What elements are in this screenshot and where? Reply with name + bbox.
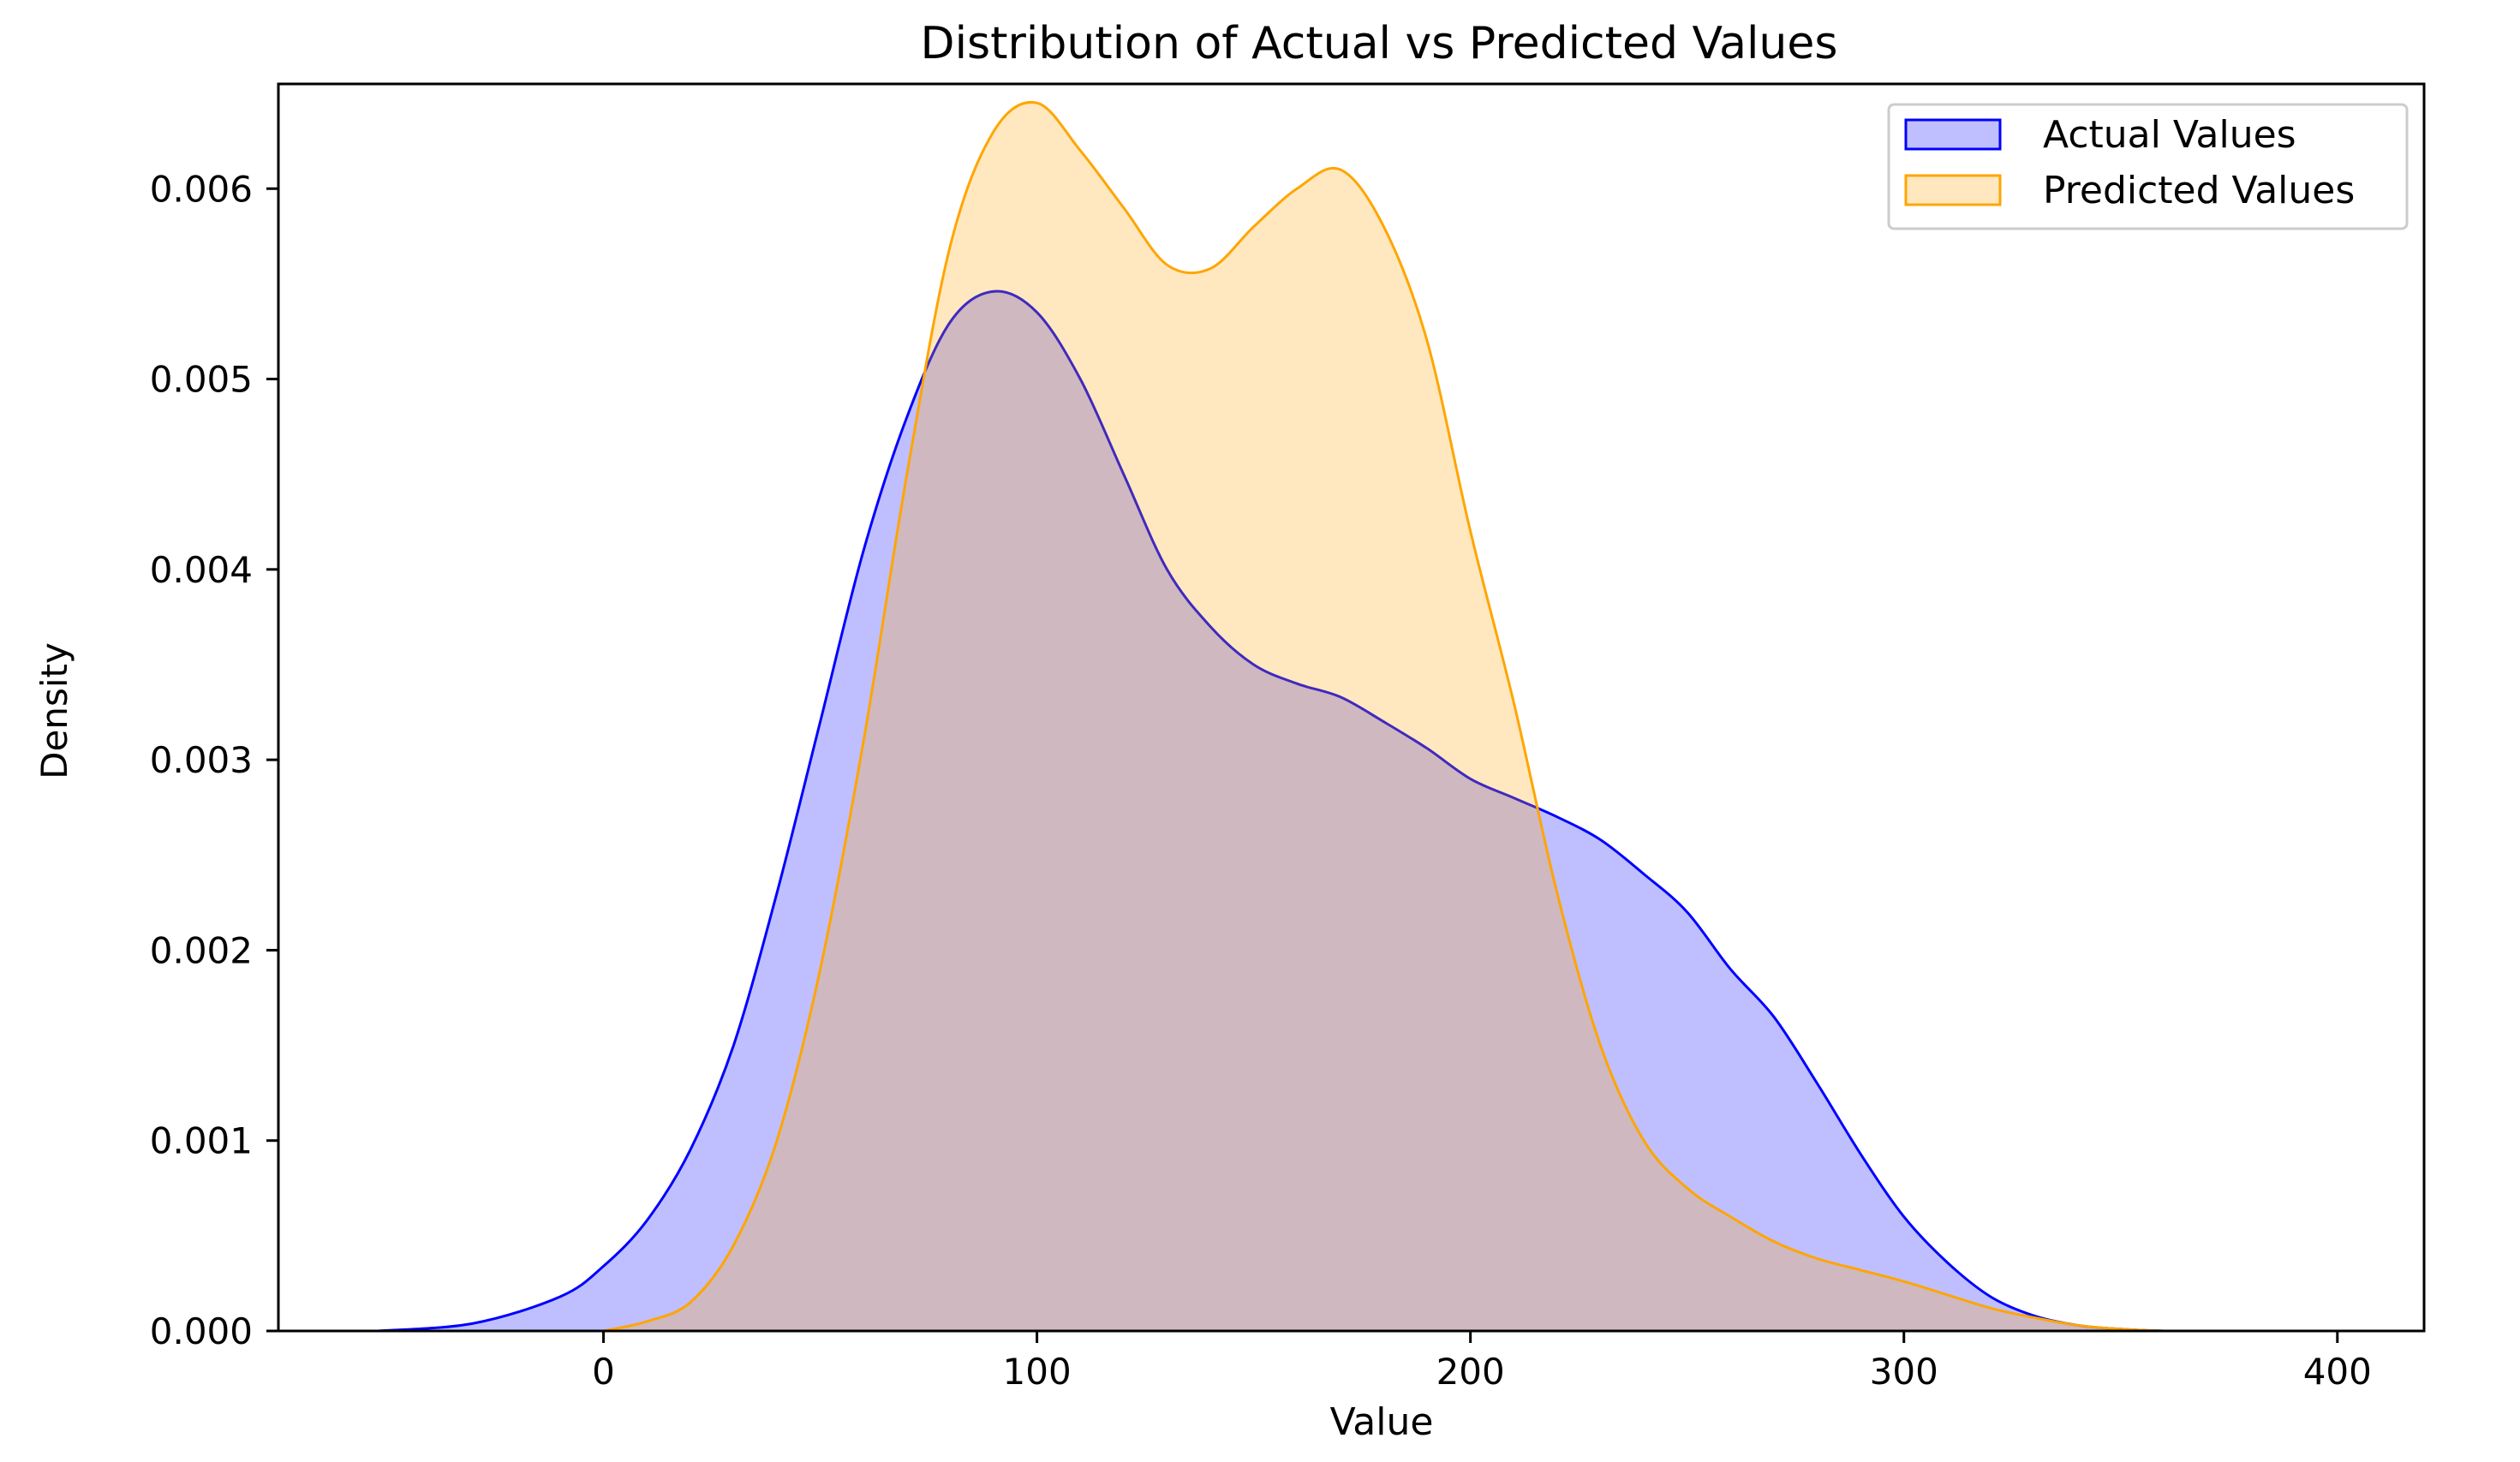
legend-swatch-predicted: [1904, 174, 2002, 206]
chart-title: Distribution of Actual vs Predicted Valu…: [921, 18, 1838, 69]
x-tick-label: 400: [2303, 1351, 2372, 1393]
series-line-actual: [378, 289, 2338, 1333]
legend-label-predicted: Predicted Values: [2043, 169, 2355, 212]
y-tick-label: 0.000: [150, 1310, 253, 1352]
x-tick-label: 300: [1870, 1351, 1938, 1393]
x-axis-label: Value: [1330, 1400, 1434, 1444]
y-tick-label: 0.004: [150, 549, 253, 591]
y-axis-label: Density: [33, 642, 75, 779]
series-layer: [378, 100, 2338, 1333]
series-line-predicted: [603, 100, 2251, 1333]
x-tick-label: 200: [1436, 1351, 1505, 1393]
y-tick-label: 0.006: [150, 168, 253, 210]
x-tick-label: 100: [1003, 1351, 1072, 1393]
y-tick-label: 0.005: [150, 359, 253, 401]
legend: Actual Values Predicted Values: [1887, 103, 2409, 230]
y-axis: 0.000 0.001 0.002 0.003 0.004 0.005 0.006: [150, 168, 278, 1352]
y-tick-label: 0.002: [150, 929, 253, 971]
series-area-actual: [378, 291, 2338, 1332]
plot-frame: [277, 82, 2426, 1333]
legend-label-actual: Actual Values: [2043, 113, 2296, 157]
legend-frame: [1887, 103, 2409, 230]
series-area-predicted: [603, 102, 2251, 1331]
y-tick-label: 0.003: [150, 739, 253, 781]
y-tick-label: 0.001: [150, 1120, 253, 1162]
x-axis: 0 100 200 300 400: [592, 1331, 2372, 1393]
x-tick-label: 0: [592, 1351, 615, 1393]
legend-swatch-actual: [1904, 118, 2002, 151]
